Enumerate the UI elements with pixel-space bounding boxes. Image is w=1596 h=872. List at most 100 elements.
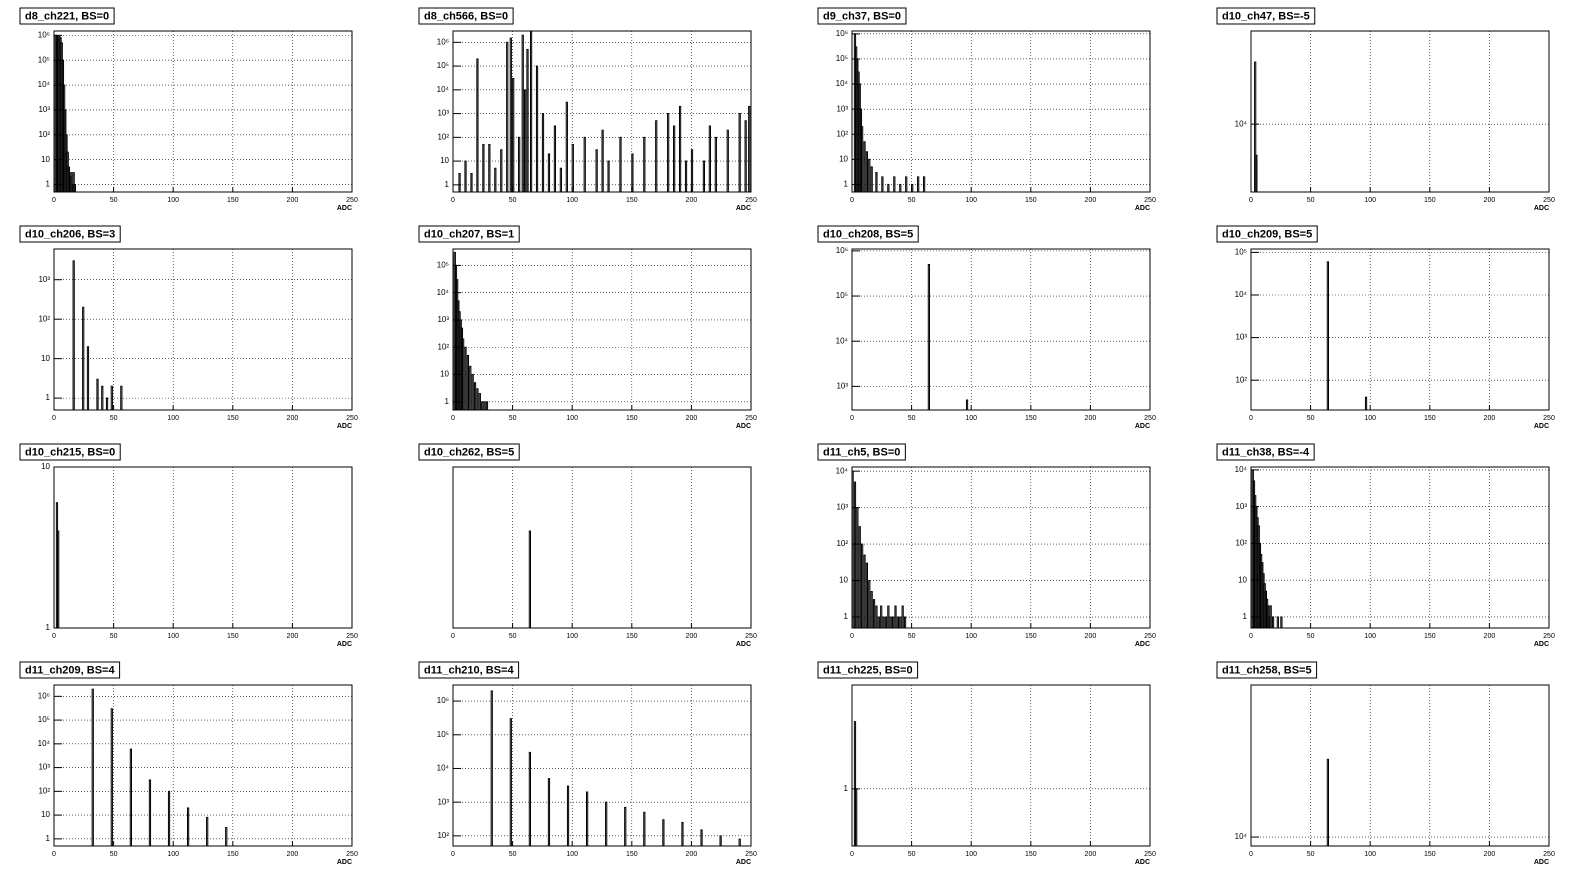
x-tick-label: 0 — [1249, 851, 1253, 858]
chart-title: d11_ch5, BS=0 — [823, 446, 900, 458]
x-tick-label: 250 — [1543, 415, 1555, 422]
y-tick-label: 10⁶ — [836, 246, 848, 255]
x-tick-label: 200 — [287, 851, 299, 858]
x-tick-label: 150 — [1424, 197, 1436, 204]
x-tick-label: 100 — [1364, 415, 1376, 422]
x-tick-label: 0 — [52, 415, 56, 422]
title-box — [1216, 661, 1318, 679]
x-tick-label: 250 — [745, 633, 757, 640]
plot-border — [851, 30, 1151, 193]
y-tick-label: 10⁵ — [38, 55, 50, 64]
x-tick-label: 200 — [287, 633, 299, 640]
x-tick-label: 100 — [167, 197, 179, 204]
x-tick-label: 50 — [1307, 851, 1315, 858]
histogram-panel: 0 50 100 150 200 250 1 10 10² 10³ 10⁴ 10⁵ 10⁶ ADC d11_… — [19, 661, 358, 866]
y-tick-label: 10³ — [1235, 333, 1247, 342]
plot-border — [53, 466, 353, 629]
plot-border — [851, 248, 1151, 411]
y-tick-label: 10² — [38, 314, 50, 323]
x-tick-label: 0 — [451, 851, 455, 858]
chart-title: d10_ch209, BS=5 — [1222, 228, 1312, 240]
x-tick-label: 100 — [167, 415, 179, 422]
chart-title: d9_ch37, BS=0 — [823, 10, 901, 22]
y-tick-label: 10⁴ — [836, 336, 849, 345]
x-tick-label: 200 — [1085, 197, 1097, 204]
x-tick-label: 50 — [509, 197, 517, 204]
y-tick-label: 1 — [844, 612, 849, 621]
title-box — [1216, 225, 1318, 243]
plot-border — [53, 684, 353, 847]
x-tick-label: 50 — [509, 851, 517, 858]
x-tick-label: 150 — [626, 197, 638, 204]
title-box — [19, 225, 121, 243]
x-tick-label: 0 — [451, 197, 455, 204]
histogram-panel: 0 50 100 150 200 250 10² 10³ 10⁴ 10⁵ 10⁶ ADC d11_ch2… — [418, 661, 757, 866]
x-axis-label: ADC — [1135, 423, 1150, 430]
x-tick-label: 150 — [1424, 851, 1436, 858]
plot-border — [452, 466, 752, 629]
y-tick-label: 10³ — [38, 763, 50, 772]
y-tick-label: 1 — [46, 393, 51, 402]
y-tick-label: 10³ — [38, 105, 50, 114]
histogram-panel: 0 50 100 150 200 250 1 10 10² 10³ 10⁴ 10⁵ 10⁶ ADC d9_c… — [817, 7, 1156, 212]
y-tick-label: 1 — [445, 397, 450, 406]
x-tick-label: 250 — [1144, 633, 1156, 640]
x-tick-label: 100 — [1364, 851, 1376, 858]
x-tick-label: 150 — [1025, 197, 1037, 204]
x-axis-label: ADC — [736, 205, 751, 212]
y-tick-label: 10³ — [38, 275, 50, 284]
y-tick-label: 10⁵ — [437, 61, 449, 70]
y-tick-label: 10² — [437, 831, 449, 840]
y-tick-label: 10 — [1238, 575, 1247, 584]
chart-title: d11_ch210, BS=4 — [424, 664, 514, 676]
y-tick-label: 10 — [440, 370, 449, 379]
x-tick-label: 150 — [1424, 415, 1436, 422]
y-tick-label: 10³ — [437, 797, 449, 806]
y-tick-label: 10⁵ — [437, 730, 449, 739]
x-tick-label: 100 — [566, 197, 578, 204]
y-tick-label: 10⁶ — [38, 691, 50, 700]
y-tick-label: 10⁶ — [38, 30, 50, 39]
x-tick-label: 50 — [509, 633, 517, 640]
x-tick-label: 50 — [908, 851, 916, 858]
x-tick-label: 0 — [850, 633, 854, 640]
y-tick-label: 10³ — [836, 104, 848, 113]
x-tick-label: 150 — [626, 851, 638, 858]
x-tick-label: 0 — [1249, 633, 1253, 640]
x-tick-label: 150 — [227, 415, 239, 422]
x-axis-label: ADC — [736, 859, 751, 866]
x-tick-label: 50 — [908, 415, 916, 422]
chart-title: d10_ch206, BS=3 — [25, 228, 115, 240]
x-axis-label: ADC — [1135, 859, 1150, 866]
chart-title: d8_ch566, BS=0 — [424, 10, 508, 22]
plot-frame — [452, 466, 752, 629]
x-tick-label: 250 — [346, 415, 358, 422]
histogram-panel: 0 50 100 150 200 250 10⁴ ADC d10_ch47, BS=-5 — [1216, 7, 1555, 212]
chart-title: d10_ch262, BS=5 — [424, 446, 514, 458]
y-tick-label: 1 — [46, 834, 51, 843]
x-tick-label: 150 — [227, 197, 239, 204]
y-tick-label: 10⁴ — [1235, 290, 1248, 299]
histogram-panel: 0 50 100 150 200 250 1 10 10² 10³ 10⁴ 10⁵ 10⁶ ADC d8_c… — [418, 7, 757, 212]
y-tick-label: 10 — [440, 156, 449, 165]
chart-title: d8_ch221, BS=0 — [25, 10, 109, 22]
y-tick-label: 10² — [1235, 539, 1247, 548]
y-tick-label: 10⁵ — [437, 261, 449, 270]
x-tick-label: 100 — [566, 415, 578, 422]
x-tick-label: 100 — [965, 415, 977, 422]
title-box — [817, 7, 907, 25]
x-tick-label: 250 — [1144, 197, 1156, 204]
plot-border — [452, 30, 752, 193]
x-tick-label: 150 — [1025, 633, 1037, 640]
plot-border — [452, 684, 752, 847]
histogram-panel: 0 50 100 150 200 250 1 10 10² 10³ 10⁴ 10⁵ ADC d10_ch2… — [418, 225, 757, 430]
x-tick-label: 50 — [908, 197, 916, 204]
x-axis-label: ADC — [337, 205, 352, 212]
chart-title: d10_ch47, BS=-5 — [1222, 10, 1310, 22]
y-tick-label: 10 — [41, 462, 50, 471]
y-tick-label: 10 — [839, 576, 848, 585]
y-tick-label: 10⁵ — [836, 291, 848, 300]
x-tick-label: 50 — [110, 415, 118, 422]
x-tick-label: 250 — [745, 197, 757, 204]
